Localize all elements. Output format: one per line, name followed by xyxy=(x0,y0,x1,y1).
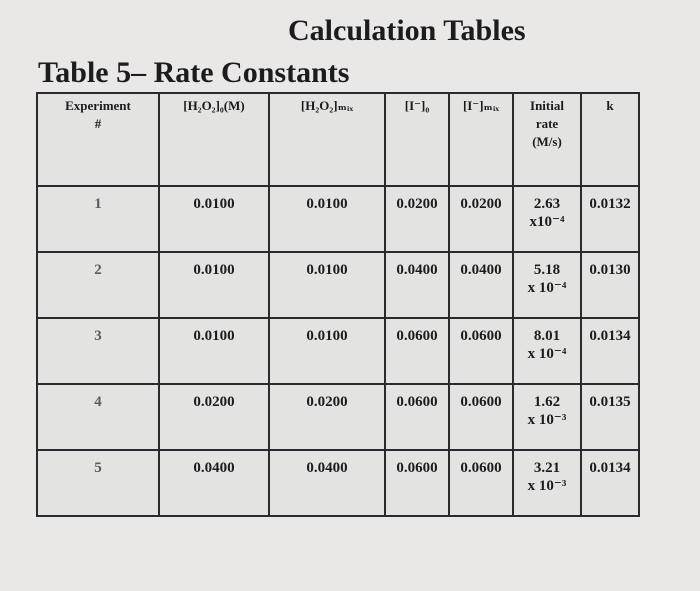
table-row: 1 0.0100 0.0100 0.0200 0.0200 2.63 x10⁻⁴… xyxy=(36,185,640,253)
cell-initial-rate: 8.01 x 10⁻⁴ xyxy=(512,317,582,385)
cell-iodide-initial: 0.0200 xyxy=(384,185,450,253)
col-initial-rate: Initial rate (M/s) xyxy=(512,92,582,187)
cell-h2o2-initial: 0.0100 xyxy=(158,251,270,319)
col-h2o2-mix: [H₂O₂]ₘᵢₓ xyxy=(268,92,386,187)
cell-iodide-mix: 0.0200 xyxy=(448,185,514,253)
col-iodide-initial: [I⁻]₀ xyxy=(384,92,450,187)
cell-initial-rate: 2.63 x10⁻⁴ xyxy=(512,185,582,253)
table-row: 2 0.0100 0.0100 0.0400 0.0400 5.18 x 10⁻… xyxy=(36,251,640,319)
cell-h2o2-mix: 0.0400 xyxy=(268,449,386,517)
table-row: 4 0.0200 0.0200 0.0600 0.0600 1.62 x 10⁻… xyxy=(36,383,640,451)
cell-experiment: 1 xyxy=(36,185,160,253)
table-title: Table 5– Rate Constants xyxy=(38,56,350,89)
cell-iodide-initial: 0.0400 xyxy=(384,251,450,319)
cell-k: 0.0134 xyxy=(580,317,640,385)
cell-experiment: 3 xyxy=(36,317,160,385)
cell-experiment: 5 xyxy=(36,449,160,517)
table-row: 5 0.0400 0.0400 0.0600 0.0600 3.21 x 10⁻… xyxy=(36,449,640,517)
cell-h2o2-initial: 0.0100 xyxy=(158,317,270,385)
cell-experiment: 4 xyxy=(36,383,160,451)
cell-h2o2-mix: 0.0100 xyxy=(268,317,386,385)
cell-iodide-mix: 0.0600 xyxy=(448,317,514,385)
cell-iodide-mix: 0.0600 xyxy=(448,383,514,451)
cell-h2o2-initial: 0.0200 xyxy=(158,383,270,451)
cell-k: 0.0130 xyxy=(580,251,640,319)
page-title: Calculation Tables xyxy=(288,14,526,47)
col-h2o2-initial: [H₂O₂]₀(M) xyxy=(158,92,270,187)
cell-h2o2-mix: 0.0100 xyxy=(268,251,386,319)
cell-experiment: 2 xyxy=(36,251,160,319)
cell-iodide-initial: 0.0600 xyxy=(384,449,450,517)
cell-initial-rate: 1.62 x 10⁻³ xyxy=(512,383,582,451)
cell-iodide-mix: 0.0400 xyxy=(448,251,514,319)
cell-initial-rate: 5.18 x 10⁻⁴ xyxy=(512,251,582,319)
cell-k: 0.0135 xyxy=(580,383,640,451)
cell-k: 0.0134 xyxy=(580,449,640,517)
cell-iodide-initial: 0.0600 xyxy=(384,317,450,385)
cell-h2o2-mix: 0.0200 xyxy=(268,383,386,451)
rate-constants-table: Experiment # [H₂O₂]₀(M) [H₂O₂]ₘᵢₓ [I⁻]₀ … xyxy=(36,92,640,517)
cell-initial-rate: 3.21 x 10⁻³ xyxy=(512,449,582,517)
cell-h2o2-initial: 0.0400 xyxy=(158,449,270,517)
cell-h2o2-mix: 0.0100 xyxy=(268,185,386,253)
table-row: 3 0.0100 0.0100 0.0600 0.0600 8.01 x 10⁻… xyxy=(36,317,640,385)
cell-iodide-mix: 0.0600 xyxy=(448,449,514,517)
cell-k: 0.0132 xyxy=(580,185,640,253)
cell-iodide-initial: 0.0600 xyxy=(384,383,450,451)
col-iodide-mix: [I⁻]ₘᵢₓ xyxy=(448,92,514,187)
cell-h2o2-initial: 0.0100 xyxy=(158,185,270,253)
col-experiment: Experiment # xyxy=(36,92,160,187)
header-row: Experiment # [H₂O₂]₀(M) [H₂O₂]ₘᵢₓ [I⁻]₀ … xyxy=(36,92,640,187)
col-k: k xyxy=(580,92,640,187)
